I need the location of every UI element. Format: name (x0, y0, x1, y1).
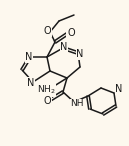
Text: O: O (43, 26, 51, 36)
Text: N: N (115, 84, 123, 94)
Text: N: N (25, 52, 33, 62)
Text: N: N (27, 78, 35, 88)
Text: NH$_2$: NH$_2$ (37, 84, 55, 96)
Text: NH: NH (70, 100, 84, 108)
Text: N: N (60, 42, 68, 52)
Text: O: O (67, 28, 75, 38)
Text: N: N (76, 49, 84, 59)
Text: O: O (43, 96, 51, 106)
